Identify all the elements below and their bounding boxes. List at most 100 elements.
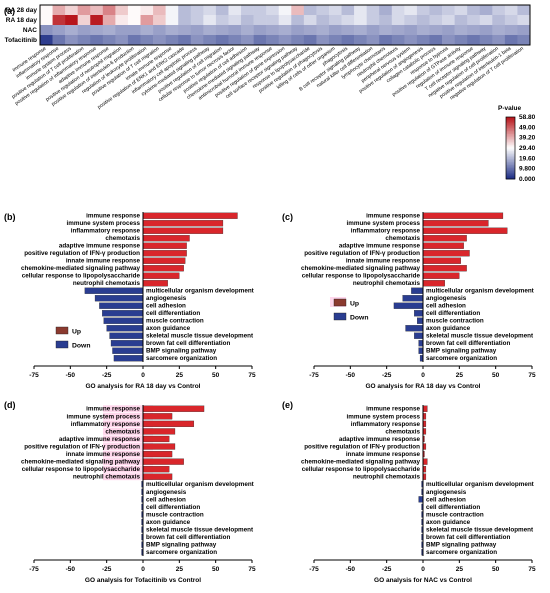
heatmap-row-label: NAC	[23, 27, 37, 34]
colorbar-segment	[506, 129, 515, 132]
bar-down	[411, 287, 424, 294]
colorbar-segment	[506, 157, 515, 160]
x-tick-label: 50	[212, 566, 220, 573]
bar-label: multicellular organism development	[146, 481, 255, 488]
x-axis-title: GO analysis for RA 18 day vs Control	[86, 383, 201, 390]
heatmap-cell	[479, 15, 493, 26]
colorbar-segment	[506, 171, 515, 174]
bar-label: angiogenesis	[146, 489, 187, 496]
heatmap-cell	[504, 15, 518, 26]
bar-label: brown fat cell differentiation	[426, 340, 510, 347]
heatmap-cell	[40, 5, 53, 16]
bar-label: multicellular organism development	[426, 481, 535, 488]
colorbar-tick-label: 39.20	[519, 135, 536, 142]
heatmap-cell	[379, 25, 393, 36]
heatmap-cell	[165, 5, 179, 16]
bar-label: adaptive immune response	[339, 243, 421, 250]
heatmap-cell	[492, 15, 506, 26]
bar-up	[142, 420, 195, 427]
heatmap-cell	[190, 5, 204, 16]
bar-label: muscle contraction	[146, 318, 204, 325]
bar-label: cell adhesion	[426, 496, 466, 503]
bar-label: cell differentiation	[426, 310, 480, 317]
bar-label: angiogenesis	[426, 489, 467, 496]
bar-up	[422, 242, 464, 249]
x-tick-label: -75	[309, 372, 319, 379]
heatmap-cell	[429, 35, 443, 46]
bar-label: skeletal muscle tissue development	[146, 333, 254, 340]
heatmap-cell	[190, 15, 204, 26]
heatmap-cell	[241, 25, 254, 36]
colorbar-segment	[506, 166, 515, 169]
bar-up	[142, 257, 186, 264]
colorbar-segment	[506, 126, 515, 129]
heatmap-cell	[504, 25, 518, 36]
x-tick-label: 25	[456, 372, 464, 379]
colorbar-segment	[506, 169, 515, 172]
x-tick-label: 0	[421, 372, 425, 379]
heatmap-cell	[127, 5, 141, 16]
bar-label: axon guidance	[426, 519, 471, 526]
heatmap-cell	[479, 35, 493, 46]
row-highlight	[103, 435, 153, 443]
x-tick-label: 0	[141, 372, 145, 379]
colorbar-segment	[506, 148, 515, 150]
heatmap-cell	[366, 15, 380, 26]
colorbar-segment	[506, 160, 515, 163]
heatmap-cell	[52, 35, 66, 46]
heatmap-cell	[467, 35, 481, 46]
heatmap-cell	[303, 25, 317, 36]
panel-label: (a)	[4, 6, 15, 16]
bar-up	[422, 235, 467, 242]
heatmap-cell	[253, 5, 267, 16]
heatmap-cell	[266, 25, 280, 36]
heatmap-cell	[65, 5, 78, 16]
colorbar-segment	[506, 155, 515, 158]
heatmap-cell	[504, 5, 518, 16]
panel-label: (c)	[282, 212, 293, 222]
bar-up	[142, 450, 173, 458]
bar-label: skeletal muscle tissue development	[146, 527, 254, 534]
colorbar-segment	[506, 132, 515, 135]
bar-down	[414, 332, 424, 339]
heatmap-cell	[90, 25, 104, 36]
heatmap-cell	[517, 5, 531, 16]
heatmap-cell	[65, 15, 78, 26]
heatmap-cell	[416, 15, 430, 26]
x-axis-title: GO analysis for Tofacitinib vs Control	[85, 577, 201, 584]
bar-up	[142, 250, 187, 257]
bar-down	[405, 325, 424, 332]
x-tick-label: 25	[176, 566, 184, 573]
heatmap-cell	[303, 15, 317, 26]
bar-label: cell differentiation	[146, 310, 200, 317]
heatmap-cell	[291, 25, 305, 36]
bar-label: angiogenesis	[146, 295, 187, 302]
bar-label: immune response	[366, 406, 420, 413]
bar-label: cell adhesion	[146, 303, 186, 310]
heatmap-cell	[178, 25, 192, 36]
heatmap-cell	[77, 5, 91, 16]
colorbar-segment	[506, 127, 515, 130]
heatmap-cell	[492, 35, 506, 46]
bar-down	[418, 347, 424, 354]
colorbar-segment	[506, 130, 515, 133]
bar-label: cellular response to lipopolysaccharide	[22, 466, 141, 473]
heatmap-cell	[316, 15, 330, 26]
heatmap-cell	[278, 15, 292, 26]
legend-down-label: Down	[350, 315, 369, 322]
heatmap-cell	[479, 5, 493, 16]
bar-label: axon guidance	[146, 519, 191, 526]
x-tick-label: 75	[248, 566, 256, 573]
bar-down	[402, 295, 424, 302]
heatmap-cell	[241, 35, 254, 46]
heatmap-cell	[354, 15, 367, 26]
heatmap-cell	[115, 35, 129, 46]
colorbar-tick-label: 29.40	[519, 145, 536, 152]
bar-down	[103, 317, 144, 324]
x-tick-label: 0	[141, 566, 145, 573]
colorbar-segment	[506, 135, 515, 138]
bar-down	[110, 340, 144, 347]
x-tick-label: 25	[456, 566, 464, 573]
x-tick-label: 50	[492, 372, 500, 379]
heatmap-cell	[77, 15, 91, 26]
